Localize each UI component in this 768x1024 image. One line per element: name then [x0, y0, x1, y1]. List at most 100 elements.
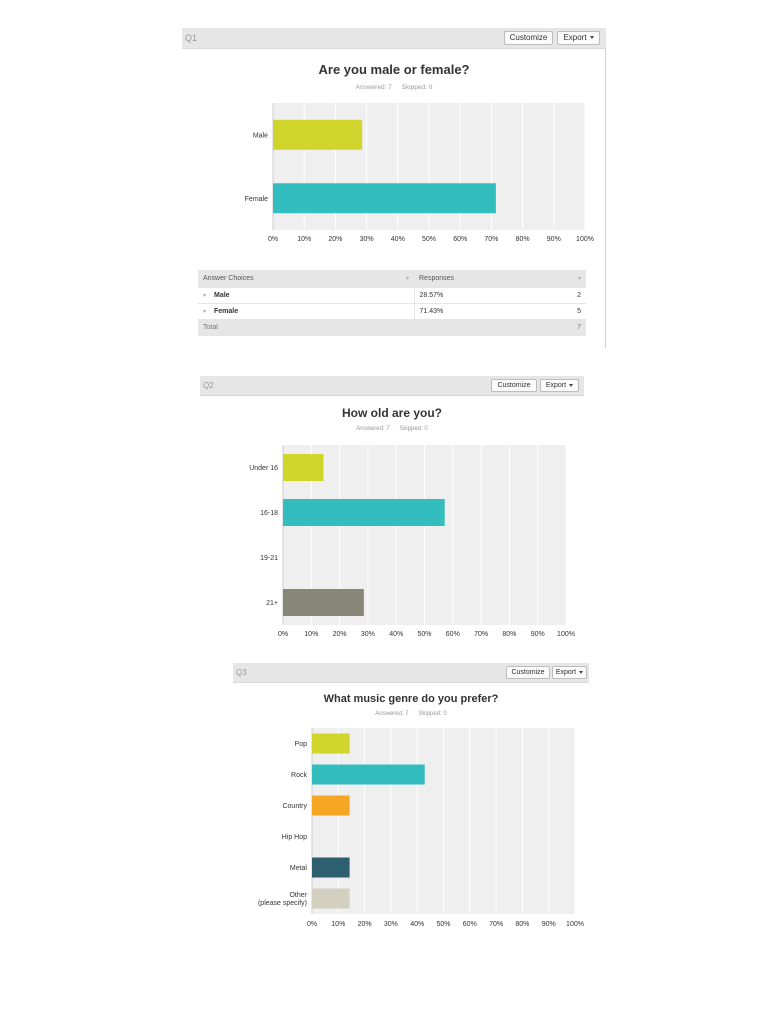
table-row: ▾ Female 71.43% 5	[198, 303, 586, 320]
x-tick-label: 20%	[328, 236, 342, 243]
export-button[interactable]: Export	[552, 666, 587, 679]
responses-table: Answer Choices ▾ Responses ▾ ▾ Male 28.57% …	[198, 270, 586, 336]
x-tick-label: 10%	[297, 236, 311, 243]
bar[interactable]	[273, 183, 496, 214]
category-label: 19-21	[260, 555, 278, 562]
x-tick-label: 0%	[278, 631, 288, 638]
chart-title: Are you male or female?	[318, 62, 470, 77]
column-header[interactable]: Responses ▾	[414, 270, 586, 288]
category-label: Country	[282, 803, 307, 810]
x-tick-label: 20%	[333, 631, 347, 638]
choice-label: Male	[214, 292, 230, 299]
skipped-count: Skipped: 0	[399, 426, 428, 432]
export-button[interactable]: Export	[540, 379, 579, 392]
question-number: Q1	[185, 33, 198, 43]
count-cell: 2	[536, 287, 586, 304]
customize-label: Customize	[497, 382, 531, 389]
export-label: Export	[545, 382, 567, 389]
x-tick-label: 50%	[417, 631, 431, 638]
expand-icon[interactable]: ▾	[203, 293, 207, 299]
count-cell: 5	[536, 303, 586, 320]
bar[interactable]	[283, 454, 324, 481]
category-label: 21+	[266, 600, 278, 607]
x-tick-label: 30%	[384, 921, 398, 928]
table-cell: ▾ Female	[198, 303, 415, 320]
x-tick-label: 70%	[484, 236, 498, 243]
question-header: Q2 Customize Export	[200, 376, 584, 396]
percent-cell: 71.43%	[414, 303, 537, 320]
x-tick-label: 70%	[489, 921, 503, 928]
customize-button[interactable]: Customize	[506, 666, 550, 679]
sort-icon: ▾	[577, 276, 581, 282]
x-tick-label: 40%	[389, 631, 403, 638]
category-label: Rock	[291, 772, 307, 779]
x-tick-label: 20%	[358, 921, 372, 928]
question-header: Q1 Customize Export	[182, 28, 606, 49]
x-tick-label: 100%	[557, 631, 575, 638]
x-tick-label: 40%	[410, 921, 424, 928]
total-value: 7	[536, 319, 586, 336]
chevron-down-icon	[589, 36, 594, 40]
skipped-count: Skipped: 0	[401, 84, 433, 91]
category-label: Female	[245, 196, 268, 203]
question-number: Q2	[203, 381, 214, 390]
question-panel-q1: Q1 Customize Export Are you male or fema…	[182, 28, 606, 348]
question-panel-q2: Q2 Customize Export How old are you? Ans…	[200, 376, 584, 646]
skipped-count: Skipped: 0	[418, 711, 447, 717]
choice-label: Female	[214, 308, 239, 315]
chart-title: What music genre do you prefer?	[323, 693, 499, 705]
x-tick-label: 10%	[331, 921, 345, 928]
bar[interactable]	[273, 119, 363, 150]
table-cell: ▾ Male	[198, 287, 415, 304]
customize-button[interactable]: Customize	[504, 31, 553, 45]
column-header-label: Answer Choices	[203, 275, 254, 282]
percent-cell: 28.57%	[414, 287, 537, 304]
bar[interactable]	[283, 589, 364, 616]
total-label: Total	[198, 319, 537, 336]
bar-chart: 0% 10% 20% 30% 40% 50% 60% 70% 80% 90% 100% Under 1…	[249, 445, 575, 638]
export-button[interactable]: Export	[557, 31, 600, 45]
category-label: Other (please specify)	[258, 892, 308, 907]
bar[interactable]	[312, 888, 350, 909]
sort-icon: ▾	[405, 276, 409, 282]
customize-label: Customize	[509, 33, 548, 42]
panel-border	[605, 48, 606, 348]
bar[interactable]	[312, 733, 350, 754]
bar-chart: 0% 10% 20% 30% 40% 50% 60% 70% 80% 90% 100% Pop Rock…	[258, 728, 584, 928]
x-tick-label: 50%	[436, 921, 450, 928]
bar-chart: 0% 10% 20% 30% 40% 50% 60% 70% 80% 90% 100% Male Fem…	[245, 103, 594, 243]
column-header[interactable]: Answer Choices ▾	[198, 270, 414, 288]
chart-title: How old are you?	[341, 406, 442, 420]
expand-icon[interactable]: ▾	[203, 309, 207, 315]
bar[interactable]	[312, 857, 350, 878]
x-tick-label: 10%	[304, 631, 318, 638]
question-panel-q3: Q3 Customize Export What music genre do …	[233, 663, 589, 933]
x-tick-label: 60%	[463, 921, 477, 928]
x-tick-label: 30%	[361, 631, 375, 638]
bar[interactable]	[312, 795, 350, 816]
x-tick-label: 50%	[422, 236, 436, 243]
x-tick-label: 60%	[446, 631, 460, 638]
category-label: Metal	[290, 865, 308, 872]
category-label: 16-18	[260, 510, 278, 517]
answered-count: Answered: 7	[356, 426, 390, 432]
export-label: Export	[563, 33, 587, 42]
customize-button[interactable]: Customize	[491, 379, 537, 392]
x-tick-label: 90%	[542, 921, 556, 928]
x-tick-label: 80%	[502, 631, 516, 638]
bar[interactable]	[283, 499, 445, 526]
x-tick-label: 60%	[453, 236, 467, 243]
question-header: Q3 Customize Export	[233, 663, 589, 683]
x-tick-label: 40%	[391, 236, 405, 243]
response-summary: Answered: 7 Skipped: 0	[233, 711, 589, 717]
x-tick-label: 0%	[307, 921, 317, 928]
x-tick-label: 30%	[360, 236, 374, 243]
x-tick-label: 100%	[566, 921, 584, 928]
x-tick-label: 90%	[531, 631, 545, 638]
export-label: Export	[555, 669, 577, 676]
chevron-down-icon	[569, 383, 574, 387]
table-row: ▾ Male 28.57% 2	[198, 287, 586, 304]
category-label: Hip Hop	[282, 834, 307, 841]
x-tick-label: 70%	[474, 631, 488, 638]
bar[interactable]	[312, 764, 425, 785]
